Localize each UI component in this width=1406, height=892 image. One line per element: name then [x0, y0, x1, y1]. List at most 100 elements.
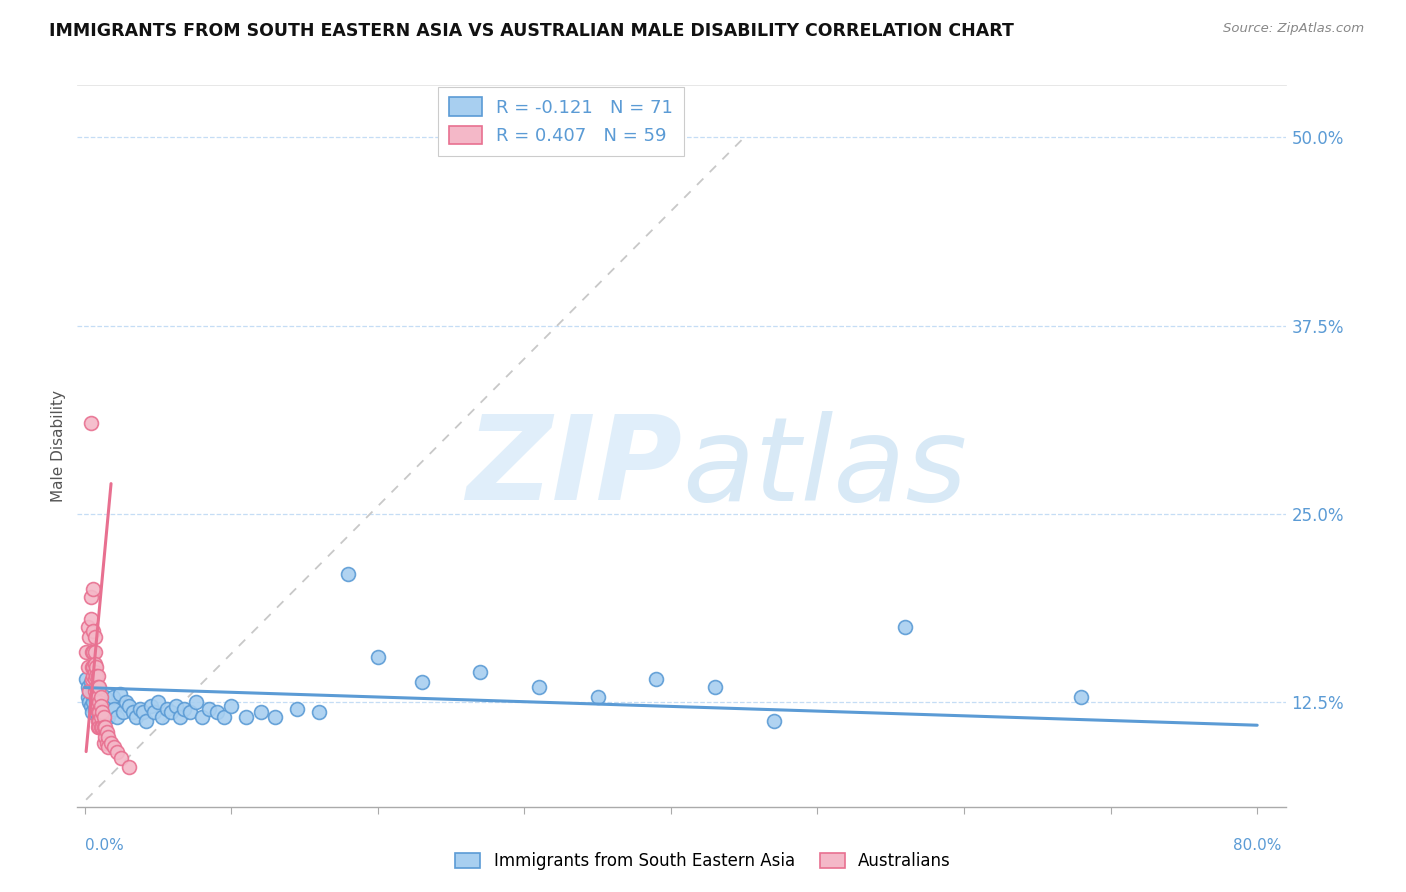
Point [90, 702, 112, 716]
Point [337, 566, 360, 581]
Point [103, 740, 125, 755]
Point [93, 710, 115, 724]
Point [79, 699, 101, 714]
Point [135, 714, 157, 729]
Point [160, 706, 183, 720]
Point [96, 735, 118, 749]
Point [156, 702, 179, 716]
Point [76, 620, 98, 634]
Legend: Immigrants from South Eastern Asia, Australians: Immigrants from South Eastern Asia, Aust… [449, 846, 957, 877]
Point [184, 695, 207, 709]
Point [93, 735, 115, 749]
Point [132, 706, 155, 720]
Point [100, 735, 122, 749]
Point [76, 660, 98, 674]
Point [90, 710, 112, 724]
Point [114, 695, 136, 709]
Point [86, 690, 108, 705]
Point [125, 710, 148, 724]
Point [205, 706, 228, 720]
Point [89, 714, 111, 729]
Point [110, 750, 132, 764]
Point [80, 645, 103, 659]
Point [84, 690, 107, 705]
Point [84, 630, 107, 644]
Point [98, 706, 121, 720]
Point [87, 699, 110, 714]
Legend: R = -0.121   N = 71, R = 0.407   N = 59: R = -0.121 N = 71, R = 0.407 N = 59 [439, 87, 683, 156]
Point [96, 725, 118, 739]
Point [75, 645, 97, 659]
Point [411, 675, 433, 690]
Point [264, 710, 287, 724]
Point [80, 660, 103, 674]
Point [308, 706, 330, 720]
Point [198, 702, 221, 716]
Point [76, 690, 98, 705]
Point [249, 706, 271, 720]
Point [97, 710, 120, 724]
Y-axis label: Male Disability: Male Disability [51, 390, 66, 502]
Point [91, 706, 114, 720]
Point [212, 710, 235, 724]
Point [97, 740, 120, 755]
Point [86, 680, 108, 694]
Point [87, 721, 110, 735]
Point [86, 699, 108, 714]
Point [89, 710, 111, 724]
Point [142, 706, 165, 720]
Point [103, 702, 125, 716]
Text: ZIP: ZIP [465, 410, 682, 525]
Point [105, 745, 128, 759]
Point [139, 699, 162, 714]
Point [84, 673, 107, 687]
Point [86, 660, 108, 674]
Point [219, 699, 242, 714]
Point [87, 687, 110, 701]
Point [82, 695, 104, 709]
Point [191, 710, 214, 724]
Point [79, 417, 101, 431]
Point [235, 710, 257, 724]
Point [87, 699, 110, 714]
Point [101, 690, 124, 705]
Point [93, 721, 115, 735]
Point [86, 706, 108, 720]
Point [94, 721, 117, 735]
Point [87, 680, 110, 694]
Point [87, 714, 110, 729]
Point [79, 675, 101, 690]
Point [84, 657, 107, 672]
Point [169, 710, 191, 724]
Point [90, 699, 112, 714]
Point [94, 730, 117, 744]
Point [527, 680, 550, 694]
Point [122, 706, 145, 720]
Point [77, 695, 100, 709]
Point [89, 706, 111, 720]
Point [79, 590, 101, 604]
Point [150, 710, 173, 724]
Point [100, 699, 122, 714]
Point [1070, 690, 1092, 705]
Point [762, 714, 785, 729]
Text: 0.0%: 0.0% [84, 838, 124, 853]
Point [90, 690, 112, 705]
Point [80, 673, 103, 687]
Point [96, 702, 118, 716]
Point [586, 690, 609, 705]
Point [129, 702, 152, 716]
Point [146, 695, 169, 709]
Point [84, 645, 107, 659]
Point [87, 669, 110, 683]
Point [117, 759, 139, 773]
Point [76, 680, 98, 694]
Point [84, 684, 107, 698]
Point [79, 612, 101, 626]
Point [470, 665, 492, 679]
Point [173, 702, 195, 716]
Point [111, 706, 134, 720]
Point [86, 695, 108, 709]
Point [77, 684, 100, 698]
Point [77, 630, 100, 644]
